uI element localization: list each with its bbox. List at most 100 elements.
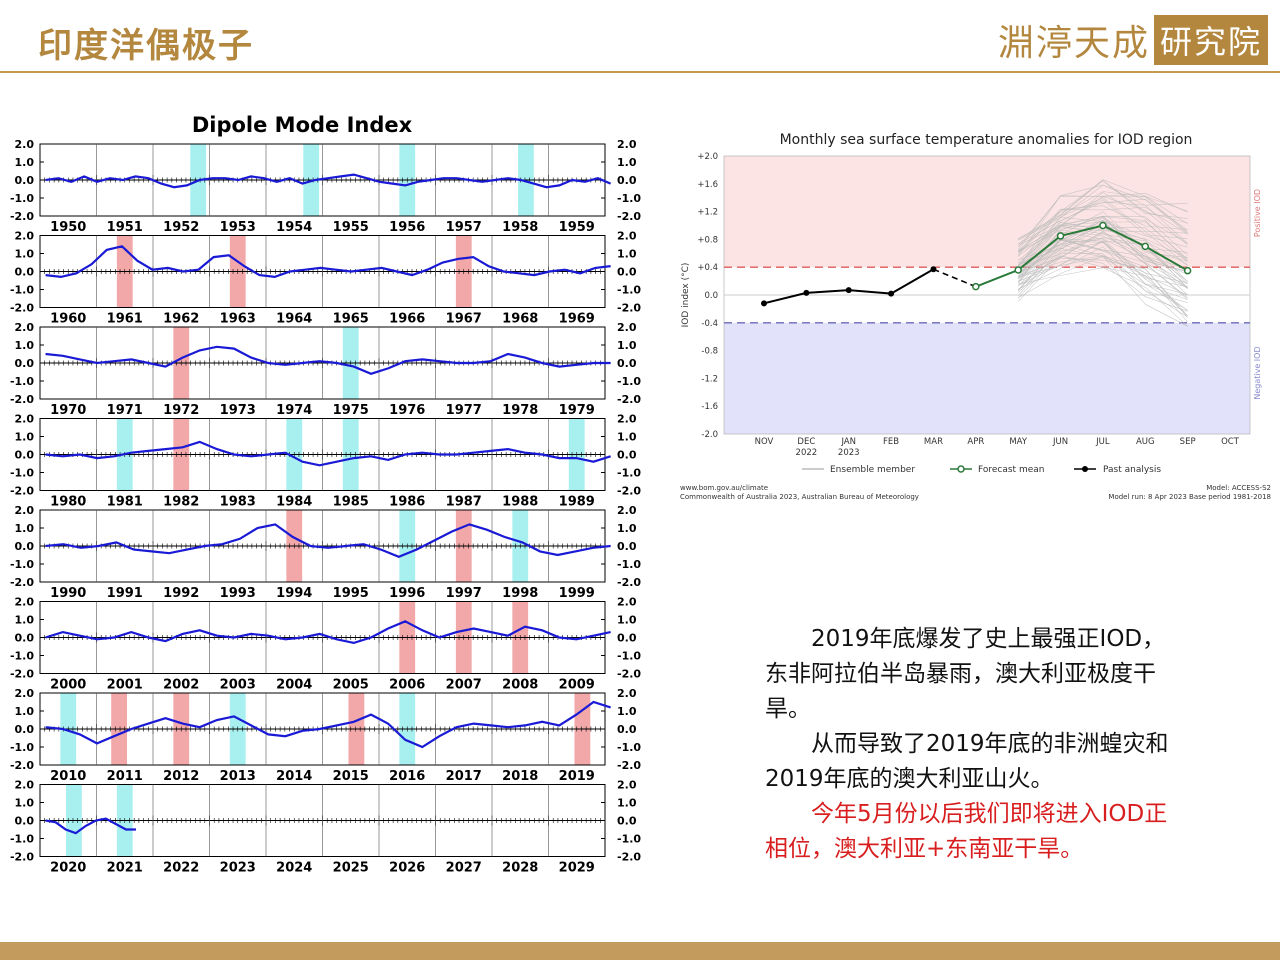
dmi-year-label: 1974 — [276, 403, 312, 418]
ensemble-member-line — [1018, 196, 1188, 246]
dmi-year-label: 1990 — [50, 586, 86, 601]
dmi-ytick-label-left: -1.0 — [10, 741, 34, 754]
dmi-year-label: 1963 — [220, 312, 256, 327]
summary-paragraph-3: 今年5月份以后我们即将进入IOD正相位，澳大利亚+东南亚干旱。 — [765, 801, 1168, 862]
dmi-ytick-label-right: 0.0 — [617, 266, 637, 279]
dmi-year-label: 1999 — [559, 586, 595, 601]
iod-xtick-sublabel: 2022 — [796, 448, 818, 458]
dmi-ytick-label-right: 2.0 — [617, 504, 637, 517]
dmi-year-label: 1958 — [502, 220, 538, 235]
dmi-ytick-label-left: -1.0 — [10, 284, 34, 297]
dmi-ytick-label-left: 0.0 — [15, 174, 35, 187]
forecast-mean-point — [1014, 266, 1022, 274]
dmi-year-label: 2012 — [163, 769, 199, 784]
forecast-mean-point — [1099, 221, 1107, 230]
forecast-mean-point — [972, 282, 980, 291]
ensemble-member-line — [1018, 255, 1188, 318]
dmi-year-label: 2000 — [50, 678, 86, 693]
dmi-ytick-label-left: 1.0 — [15, 522, 35, 535]
dmi-ytick-label-right: -1.0 — [617, 558, 641, 571]
dmi-year-label: 1973 — [220, 403, 256, 418]
ensemble-member-line — [1018, 239, 1188, 290]
footer-source-url: www.bom.gov.au/climate — [680, 484, 768, 492]
dmi-ytick-label-right: -1.0 — [617, 741, 641, 754]
ensemble-member-line — [1018, 237, 1188, 289]
dmi-year-label: 2015 — [333, 769, 369, 784]
dmi-year-label: 2028 — [502, 861, 538, 876]
dmi-ytick-label-left: -1.0 — [10, 192, 34, 205]
dmi-year-label: 2022 — [163, 861, 199, 876]
dmi-ytick-label-left: -2.0 — [10, 302, 34, 315]
dmi-ytick-label-left: 0.0 — [15, 632, 35, 645]
dmi-year-label: 2010 — [50, 769, 86, 784]
dmi-smoothed-line — [45, 173, 612, 189]
dmi-year-label: 2029 — [559, 861, 595, 876]
dmi-row: 2.0 2.0 1.0 1.0 0.0 0.0 -1.0 -1.0 -2.0 -2.0 1960 19… — [10, 230, 641, 327]
dmi-ytick-label-left: -1.0 — [10, 833, 34, 846]
dmi-ytick-label-left: -2.0 — [10, 668, 34, 681]
iod-xtick-label: APR — [967, 437, 984, 447]
dmi-row: 2.0 2.0 1.0 1.0 0.0 0.0 -1.0 -1.0 -2.0 -2.0 1970 19… — [10, 321, 641, 418]
dmi-year-label: 1998 — [502, 586, 538, 601]
dmi-year-label: 1995 — [333, 586, 369, 601]
iod-ytick-label: 0.0 — [704, 291, 718, 301]
dmi-smoothed-line — [45, 440, 611, 467]
dmi-ytick-label-left: -1.0 — [10, 650, 34, 663]
dmi-year-label: 1996 — [389, 586, 425, 601]
dmi-year-label: 2008 — [502, 678, 538, 693]
iod-ytick-label: +2.0 — [697, 152, 718, 162]
iod-ytick-label: -0.8 — [701, 347, 718, 357]
dmi-year-label: 1994 — [276, 586, 312, 601]
dmi-year-label: 1976 — [389, 403, 425, 418]
ensemble-member-line — [1018, 192, 1188, 252]
dmi-smoothed-line — [45, 817, 136, 835]
iod-ytick-label: +0.4 — [697, 263, 718, 273]
iod-ytick-label: +1.6 — [697, 180, 718, 190]
dmi-year-label: 1968 — [502, 312, 538, 327]
dmi-year-label: 1993 — [220, 586, 256, 601]
iod-title: Monthly sea surface temperature anomalie… — [780, 132, 1193, 148]
legend-forecast-label: Forecast mean — [978, 465, 1044, 475]
positive-iod-region — [724, 156, 1250, 268]
iod-xtick-label: OCT — [1221, 437, 1240, 447]
dmi-ytick-label-left: -2.0 — [10, 210, 34, 223]
dmi-year-label: 2027 — [446, 861, 482, 876]
dmi-year-label: 2009 — [559, 678, 595, 693]
ensemble-member-line — [1018, 215, 1188, 256]
footer-model: Model: ACCESS-S2 — [1206, 484, 1271, 492]
dmi-ytick-label-right: -2.0 — [617, 302, 641, 315]
past-analysis-line — [763, 268, 934, 305]
past-analysis-point — [845, 287, 852, 294]
dmi-year-label: 1960 — [50, 312, 86, 327]
ensemble-member-line — [1018, 232, 1188, 300]
dmi-year-label: 1964 — [276, 312, 312, 327]
iod-ytick-label: +0.8 — [697, 235, 718, 245]
dmi-ytick-label-right: -2.0 — [617, 668, 641, 681]
dmi-year-label: 2013 — [220, 769, 256, 784]
dmi-ytick-label-left: 2.0 — [15, 321, 35, 334]
iod-xtick-label: FEB — [883, 437, 899, 447]
footer-copyright: Commonwealth of Australia 2023, Australi… — [680, 493, 919, 501]
iod-xtick-label: MAR — [924, 437, 943, 447]
dmi-row: 2.0 2.0 1.0 1.0 0.0 0.0 -1.0 -1.0 -2.0 -2.0 1950 19… — [10, 138, 641, 235]
dmi-ytick-label-left: 2.0 — [15, 230, 35, 243]
iod-xtick-label: MAY — [1009, 437, 1027, 447]
iod-ytick-label: -1.6 — [701, 402, 718, 412]
dmi-ytick-label-left: 1.0 — [15, 156, 35, 169]
dmi-ytick-label-left: -1.0 — [10, 558, 34, 571]
dmi-ytick-label-left: 1.0 — [15, 339, 35, 352]
dmi-year-label: 1982 — [163, 495, 199, 510]
dmi-ytick-label-left: 2.0 — [15, 596, 35, 609]
ensemble-member-line — [1017, 252, 1188, 303]
dmi-row: 2.0 2.0 1.0 1.0 0.0 0.0 -1.0 -1.0 -2.0 -2.0 2000 20… — [10, 596, 641, 693]
dmi-year-label: 1957 — [446, 220, 482, 235]
dmi-row: 2.0 2.0 1.0 1.0 0.0 0.0 -1.0 -1.0 -2.0 -2.0 2010 20… — [10, 687, 641, 784]
iod-forecast-chart: Monthly sea surface temperature anomalie… — [680, 132, 1271, 501]
dmi-year-label: 2020 — [50, 861, 86, 876]
iod-xtick-label: JUN — [1052, 437, 1068, 447]
dmi-year-label: 1971 — [107, 403, 143, 418]
dmi-year-label: 2003 — [220, 678, 256, 693]
dmi-ytick-label-right: 2.0 — [617, 687, 637, 700]
dmi-ytick-label-left: 0.0 — [15, 266, 35, 279]
dmi-year-label: 2026 — [389, 861, 425, 876]
